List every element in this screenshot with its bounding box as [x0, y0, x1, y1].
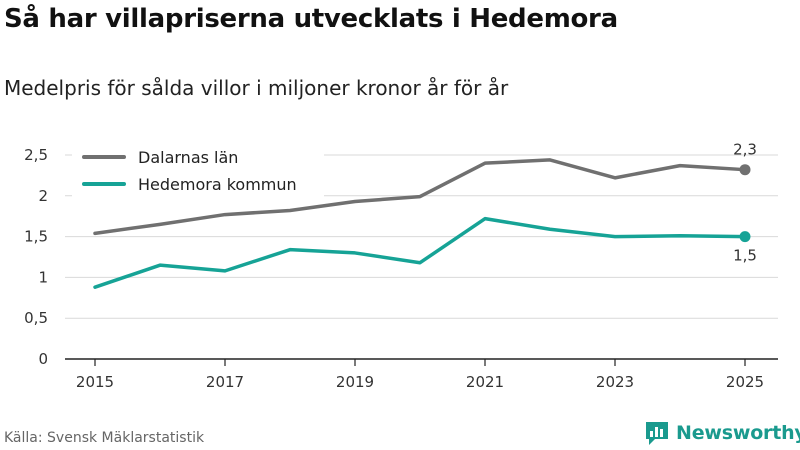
y-tick-label: 1 — [38, 268, 48, 286]
x-tick-label: 2019 — [336, 373, 374, 391]
newsworthy-logo: Newsworthy — [644, 420, 800, 446]
series-lines — [93, 158, 751, 289]
x-tick-label: 2017 — [206, 373, 244, 391]
x-tick-label: 2025 — [726, 373, 764, 391]
line-chart: 0 0,5 1 1,5 2 2,5 2015 2017 2019 2021 2023 2025 Da… — [24, 141, 778, 391]
brand-name: Newsworthy — [676, 422, 800, 444]
x-axis — [65, 358, 778, 366]
legend: Dalarnas län Hedemora kommun — [72, 142, 324, 200]
chart-subtitle: Medelpris för sålda villor i miljoner kr… — [4, 76, 509, 100]
bar-chart-speech-icon — [646, 422, 668, 445]
end-point-marker — [739, 231, 751, 243]
series-line-dalarnas-lan — [93, 158, 747, 236]
y-axis-tick-labels: 0 0,5 1 1,5 2 2,5 — [24, 146, 48, 368]
end-point-marker — [739, 164, 751, 176]
legend-background — [72, 142, 324, 200]
y-tick-label: 2,5 — [24, 146, 48, 164]
end-label-hedemora-kommun: 1,5 — [733, 247, 757, 265]
x-tick-label: 2023 — [596, 373, 634, 391]
legend-label: Dalarnas län — [138, 148, 238, 167]
end-labels: 2,3 1,5 — [733, 141, 757, 265]
y-tick-label: 0,5 — [24, 309, 48, 327]
y-tick-label: 2 — [38, 187, 48, 205]
y-tick-label: 0 — [38, 350, 48, 368]
y-tick-label: 1,5 — [24, 228, 48, 246]
end-label-dalarnas-lan: 2,3 — [733, 141, 757, 159]
legend-label: Hedemora kommun — [138, 175, 297, 194]
x-tick-label: 2015 — [76, 373, 114, 391]
source-note: Källa: Svensk Mäklarstatistik — [4, 430, 205, 446]
x-axis-tick-labels: 2015 2017 2019 2021 2023 2025 — [76, 373, 764, 391]
x-tick-label: 2021 — [466, 373, 504, 391]
series-line-hedemora-kommun — [93, 216, 747, 289]
chart-title: Så har villapriserna utvecklats i Hedemo… — [4, 4, 618, 34]
